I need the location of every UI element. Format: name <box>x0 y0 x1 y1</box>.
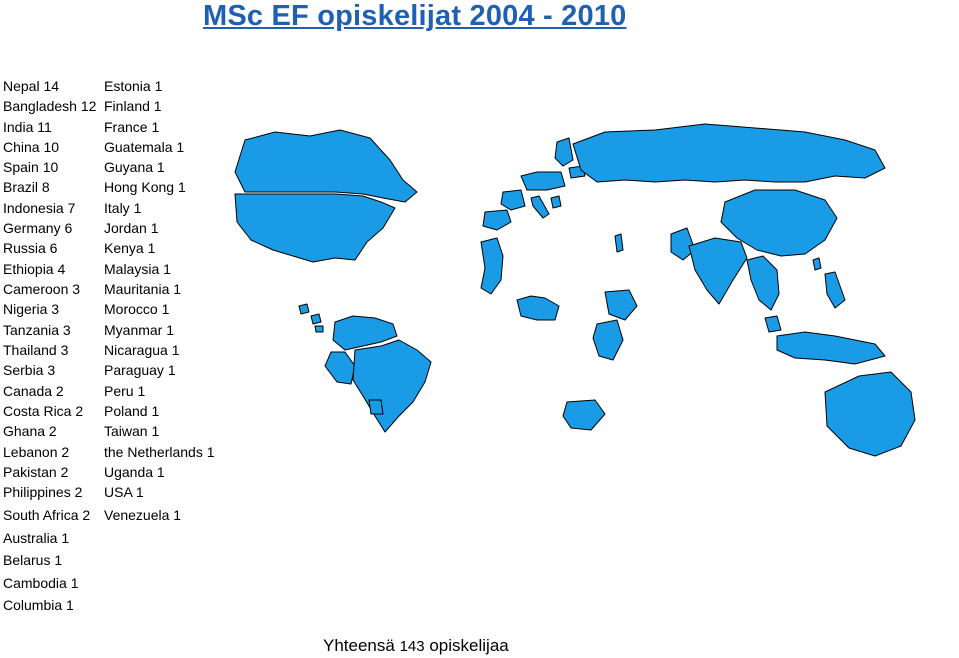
list-item: Finland 1 <box>104 98 162 114</box>
list-item: Guyana 1 <box>104 159 165 175</box>
country-south-africa <box>562 399 606 431</box>
country-ghana-nigeria-cameroon <box>516 295 560 321</box>
country-spain <box>482 209 512 231</box>
list-item: Ghana 2 <box>3 423 57 439</box>
list-item: Serbia 3 <box>3 362 56 378</box>
list-item: India 11 <box>3 119 52 135</box>
country-finland-estonia <box>554 137 574 167</box>
country-morocco-mauritania <box>480 237 504 295</box>
list-item: Bangladesh 12 <box>3 98 97 114</box>
list-item: Indonesia 7 <box>3 200 76 216</box>
list-item: Uganda 1 <box>104 464 165 480</box>
list-item: Tanzania 3 <box>3 322 71 338</box>
list-item: Peru 1 <box>104 383 146 399</box>
list-item: Nigeria 3 <box>3 301 60 317</box>
country-nicaragua <box>310 313 322 325</box>
country-italy <box>530 195 550 219</box>
list-item: Nepal 14 <box>3 78 60 94</box>
list-item: Nicaragua 1 <box>104 342 180 358</box>
list-item: the Netherlands 1 <box>104 444 215 460</box>
country-australia <box>824 371 916 457</box>
list-item: Malaysia 1 <box>104 261 171 277</box>
country-russia <box>572 123 886 183</box>
list-item: Guatemala 1 <box>104 139 185 155</box>
country-taiwan-hong-kong <box>812 257 822 271</box>
country-peru <box>324 351 356 385</box>
list-item: Cameroon 3 <box>3 281 81 297</box>
country-lebanon-jordan <box>614 233 624 253</box>
list-item: Brazil 8 <box>3 179 50 195</box>
list-item: Kenya 1 <box>104 240 156 256</box>
list-item: France 1 <box>104 119 160 135</box>
list-item: Cambodia 1 <box>3 575 79 591</box>
world-map <box>234 123 916 457</box>
list-item: Myanmar 1 <box>104 322 175 338</box>
list-item: Russia 6 <box>3 240 58 256</box>
total-suffix: opiskelijaa <box>429 636 509 655</box>
total-summary: Yhteensä 143 opiskelijaa <box>323 636 509 656</box>
country-serbia <box>550 195 562 209</box>
list-item: Ethiopia 4 <box>3 261 66 277</box>
country-brazil <box>352 339 432 433</box>
list-item: Columbia 1 <box>3 597 74 613</box>
list-item: Belarus 1 <box>3 552 63 568</box>
country-france <box>500 189 526 211</box>
country-china <box>720 189 838 257</box>
country-india-nepal-bangladesh <box>688 237 748 305</box>
list-item: Paraguay 1 <box>104 362 176 378</box>
country-pakistan <box>670 227 696 261</box>
list-item: Taiwan 1 <box>104 423 160 439</box>
country-venezuela-colombia-guyana <box>332 315 398 351</box>
list-item: Spain 10 <box>3 159 59 175</box>
list-item: Venezuela 1 <box>104 507 182 523</box>
country-guatemala <box>298 303 310 315</box>
list-item: Morocco 1 <box>104 301 170 317</box>
total-count: 143 <box>399 638 425 655</box>
country-canada <box>234 129 418 203</box>
country-ethiopia <box>604 289 638 321</box>
list-item: Canada 2 <box>3 383 64 399</box>
country-malaysia <box>764 315 782 333</box>
country-indonesia <box>776 331 886 365</box>
list-item: Pakistan 2 <box>3 464 69 480</box>
list-item: China 10 <box>3 139 60 155</box>
list-item: South Africa 2 <box>3 507 91 523</box>
list-item: Costa Rica 2 <box>3 403 84 419</box>
country-costa-rica <box>314 325 324 333</box>
list-item: Thailand 3 <box>3 342 69 358</box>
country-usa <box>234 193 396 263</box>
list-item: Mauritania 1 <box>104 281 182 297</box>
highlighted-countries <box>234 123 916 457</box>
country-myanmar-thailand-cambodia <box>746 255 780 311</box>
list-item: Italy 1 <box>104 200 142 216</box>
list-item: Estonia 1 <box>104 78 163 94</box>
total-prefix: Yhteensä <box>323 636 395 655</box>
country-germany-netherlands-poland <box>520 171 566 191</box>
list-item: Lebanon 2 <box>3 444 70 460</box>
country-kenya-uganda-tanzania <box>592 319 624 361</box>
list-item: Poland 1 <box>104 403 160 419</box>
list-item: Hong Kong 1 <box>104 179 186 195</box>
list-item: Philippines 2 <box>3 484 83 500</box>
country-paraguay <box>368 399 384 415</box>
country-philippines <box>824 271 846 309</box>
list-item: Australia 1 <box>3 530 70 546</box>
list-item: USA 1 <box>104 484 144 500</box>
list-item: Jordan 1 <box>104 220 159 236</box>
list-item: Germany 6 <box>3 220 73 236</box>
page-title: MSc EF opiskelijat 2004 - 2010 <box>203 0 627 32</box>
